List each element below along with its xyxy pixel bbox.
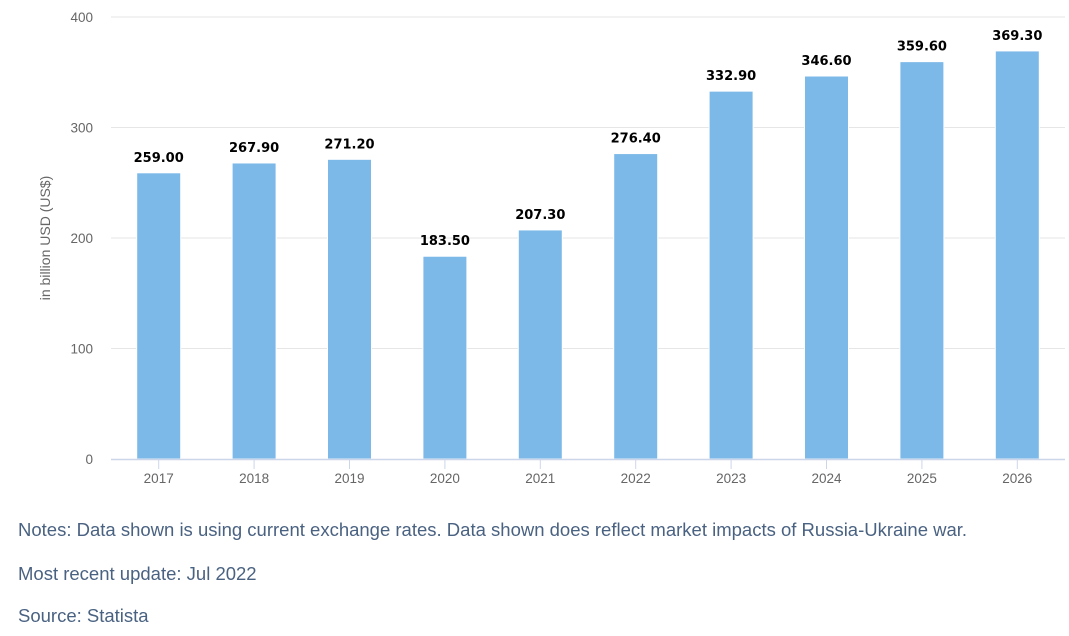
- last-update: Most recent update: Jul 2022: [18, 563, 257, 584]
- bar-value-label: 359.60: [897, 40, 947, 55]
- y-tick-label: 300: [70, 121, 93, 136]
- y-axis-ticks: 0 100 200 300 400: [70, 10, 93, 467]
- x-tick-label: 2021: [525, 471, 555, 486]
- bar-value-label: 259.00: [134, 151, 184, 166]
- y-tick-label: 200: [70, 231, 93, 246]
- y-tick-label: 0: [85, 452, 93, 467]
- bar[interactable]: [708, 90, 754, 460]
- y-tick-label: 100: [70, 342, 93, 357]
- bar-value-label: 183.50: [420, 234, 470, 249]
- x-tick-label: 2024: [811, 471, 842, 486]
- bar[interactable]: [517, 229, 563, 460]
- bar[interactable]: [136, 172, 182, 460]
- bar-chart: 0 100 200 300 400 in billion USD (US$) 259.0…: [37, 10, 1065, 486]
- x-tick-label: 2019: [334, 471, 364, 486]
- bar[interactable]: [422, 255, 468, 460]
- bar[interactable]: [613, 153, 659, 460]
- bars: 259.00 267.90 271.20 183.50 207.30 276.40 332.…: [134, 29, 1042, 460]
- bar[interactable]: [327, 158, 372, 460]
- bar-value-label: 276.40: [611, 132, 661, 147]
- bar-value-label: 207.30: [515, 208, 565, 223]
- bar-value-label: 271.20: [324, 137, 374, 152]
- x-axis: 2017 2018 2019 2020 2021 2022 2023 2024 2025 2026: [111, 458, 1065, 486]
- bar-value-label: 332.90: [706, 69, 756, 84]
- bar-value-label: 369.30: [992, 29, 1042, 44]
- y-axis-title: in billion USD (US$): [37, 176, 53, 300]
- x-tick-label: 2020: [430, 471, 460, 486]
- x-tick-label: 2018: [239, 471, 269, 486]
- bar-value-label: 346.60: [801, 54, 851, 69]
- bar[interactable]: [231, 162, 277, 460]
- x-tick-label: 2022: [621, 471, 651, 486]
- chart-notes: Notes: Data shown is using current excha…: [18, 519, 968, 540]
- bar[interactable]: [899, 61, 945, 460]
- y-tick-label: 400: [70, 10, 93, 25]
- x-tick-label: 2025: [907, 471, 937, 486]
- bar[interactable]: [994, 50, 1040, 460]
- x-tick-label: 2017: [144, 471, 174, 486]
- source-text: Source: Statista: [18, 605, 149, 626]
- x-tick-label: 2026: [1002, 471, 1032, 486]
- bar-value-label: 267.90: [229, 141, 279, 156]
- x-tick-label: 2023: [716, 471, 746, 486]
- bar[interactable]: [804, 75, 849, 460]
